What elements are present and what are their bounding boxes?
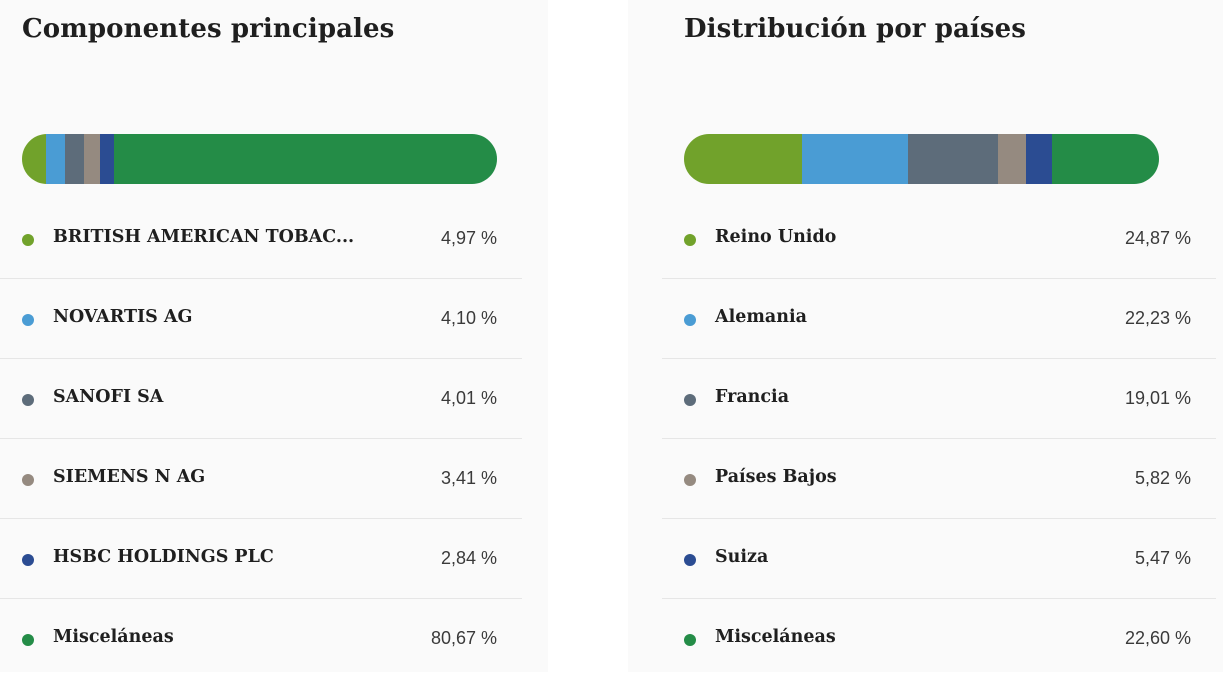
countries-bar-segment	[802, 134, 908, 184]
components-panel: Componentes principales BRITISH AMERICAN…	[0, 0, 548, 672]
countries-stacked-bar	[684, 134, 1159, 184]
legend-dot-icon	[684, 474, 696, 486]
countries-item-value: 22,23 %	[1124, 308, 1191, 328]
countries-bar-segment	[1025, 134, 1052, 184]
countries-list-item: Alemania 22,23 %	[662, 279, 1216, 359]
components-panel-content: Componentes principales BRITISH AMERICAN…	[0, 0, 522, 672]
components-item-value: 4,01 %	[440, 388, 497, 408]
countries-bar-segment	[998, 134, 1026, 184]
legend-dot-icon	[684, 234, 696, 246]
countries-bar-segment	[684, 134, 803, 184]
legend-dot-icon	[22, 394, 34, 406]
countries-item-value: 5,82 %	[1134, 468, 1191, 488]
components-item-label: Misceláneas	[53, 627, 174, 647]
components-title: Componentes principales	[22, 14, 395, 44]
countries-list-item: Países Bajos 5,82 %	[662, 439, 1216, 519]
legend-dot-icon	[684, 394, 696, 406]
components-bar-segment	[84, 134, 101, 184]
components-item-label: SANOFI SA	[53, 387, 164, 407]
legend-dot-icon	[22, 634, 34, 646]
countries-item-label: Suiza	[715, 547, 769, 567]
countries-item-value: 19,01 %	[1124, 388, 1191, 408]
components-bar-segment	[100, 134, 114, 184]
components-bar-segment	[113, 134, 497, 184]
countries-list-item: Reino Unido 24,87 %	[662, 199, 1216, 279]
components-list: BRITISH AMERICAN TOBAC... 4,97 % NOVARTIS …	[0, 199, 522, 679]
countries-list: Reino Unido 24,87 % Alemania 22,23 % Francia…	[662, 199, 1216, 679]
legend-dot-icon	[22, 554, 34, 566]
components-item-label: HSBC HOLDINGS PLC	[53, 547, 274, 567]
components-list-item: NOVARTIS AG 4,10 %	[0, 279, 522, 359]
components-list-item: SANOFI SA 4,01 %	[0, 359, 522, 439]
countries-item-value: 22,60 %	[1124, 628, 1191, 648]
countries-item-label: Reino Unido	[715, 227, 837, 247]
countries-item-value: 5,47 %	[1134, 548, 1191, 568]
components-bar-segment	[22, 134, 46, 184]
countries-list-item: Francia 19,01 %	[662, 359, 1216, 439]
components-item-value: 80,67 %	[430, 628, 497, 648]
countries-list-item: Misceláneas 22,60 %	[662, 599, 1216, 679]
components-item-label: SIEMENS N AG	[53, 467, 206, 487]
countries-item-label: Misceláneas	[715, 627, 836, 647]
countries-list-item: Suiza 5,47 %	[662, 519, 1216, 599]
countries-item-label: Alemania	[715, 307, 807, 327]
components-list-item: SIEMENS N AG 3,41 %	[0, 439, 522, 519]
countries-panel: Distribución por países Reino Unido 24,87…	[628, 0, 1223, 672]
countries-item-label: Países Bajos	[715, 467, 837, 487]
components-item-value: 4,97 %	[440, 228, 497, 248]
countries-bar-segment	[1051, 134, 1159, 184]
countries-item-label: Francia	[715, 387, 790, 407]
components-item-label: BRITISH AMERICAN TOBAC...	[53, 227, 355, 247]
components-list-item: HSBC HOLDINGS PLC 2,84 %	[0, 519, 522, 599]
components-stacked-bar	[22, 134, 497, 184]
components-bar-segment	[45, 134, 66, 184]
legend-dot-icon	[684, 634, 696, 646]
components-list-item: Misceláneas 80,67 %	[0, 599, 522, 679]
countries-item-value: 24,87 %	[1124, 228, 1191, 248]
legend-dot-icon	[22, 234, 34, 246]
components-item-value: 4,10 %	[440, 308, 497, 328]
legend-dot-icon	[684, 314, 696, 326]
components-item-label: NOVARTIS AG	[53, 307, 193, 327]
countries-bar-segment	[907, 134, 998, 184]
countries-panel-content: Distribución por países Reino Unido 24,87…	[662, 0, 1216, 672]
components-item-value: 3,41 %	[440, 468, 497, 488]
legend-dot-icon	[22, 474, 34, 486]
components-bar-segment	[65, 134, 85, 184]
components-item-value: 2,84 %	[440, 548, 497, 568]
components-list-item: BRITISH AMERICAN TOBAC... 4,97 %	[0, 199, 522, 279]
legend-dot-icon	[684, 554, 696, 566]
legend-dot-icon	[22, 314, 34, 326]
countries-title: Distribución por países	[684, 14, 1027, 44]
